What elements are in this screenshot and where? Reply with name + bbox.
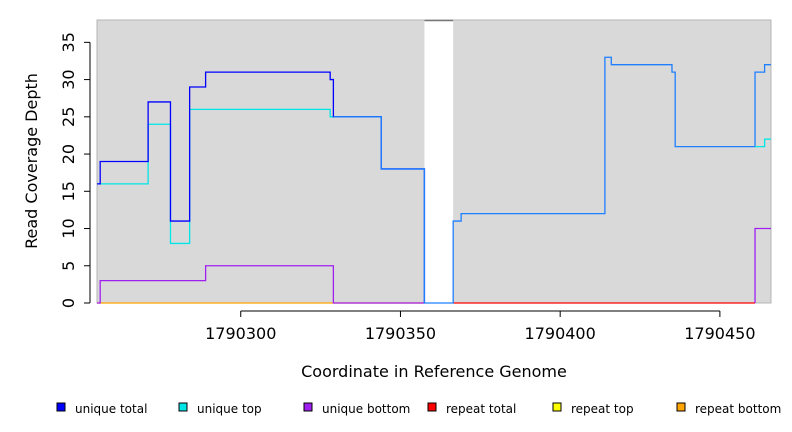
x-tick-label: 1790400 <box>525 324 596 343</box>
x-tick-label: 1790300 <box>205 324 276 343</box>
x-tick-label: 1790350 <box>365 324 436 343</box>
y-tick-label: 15 <box>59 181 78 201</box>
legend-label-unique-top: unique top <box>197 402 262 416</box>
y-tick-label: 5 <box>59 261 78 271</box>
legend-label-repeat-top: repeat top <box>571 402 634 416</box>
y-tick-label: 10 <box>59 218 78 238</box>
legend-label-repeat-bottom: repeat bottom <box>695 402 781 416</box>
legend: unique total unique top unique bottom repea… <box>56 402 781 416</box>
y-tick-label: 30 <box>59 69 78 89</box>
y-tick-label: 20 <box>59 144 78 164</box>
legend-label-unique-bottom: unique bottom <box>322 402 410 416</box>
blended-series-3 <box>754 227 771 303</box>
blended-series-1 <box>333 56 771 304</box>
y-tick-label: 25 <box>59 107 78 127</box>
legend-label-unique-total: unique total <box>75 402 147 416</box>
x-axis-label: Coordinate in Reference Genome <box>301 362 567 381</box>
series-unique-bottom <box>97 265 425 304</box>
coverage-gap <box>424 20 454 303</box>
x-tick-label: 1790450 <box>684 324 755 343</box>
legend-swatch-unique-top <box>178 402 188 412</box>
y-axis-label: Read Coverage Depth <box>22 73 41 249</box>
legend-swatch-repeat-top <box>552 402 562 412</box>
legend-swatch-unique-total <box>56 402 66 412</box>
legend-label-repeat-total: repeat total <box>446 402 516 416</box>
legend-swatch-repeat-bottom <box>676 402 686 412</box>
y-tick-label: 0 <box>59 298 78 308</box>
blended-series-2 <box>755 138 771 148</box>
legend-swatch-repeat-total <box>427 402 437 412</box>
y-tick-label: 35 <box>59 32 78 52</box>
legend-swatch-unique-bottom <box>303 402 313 412</box>
